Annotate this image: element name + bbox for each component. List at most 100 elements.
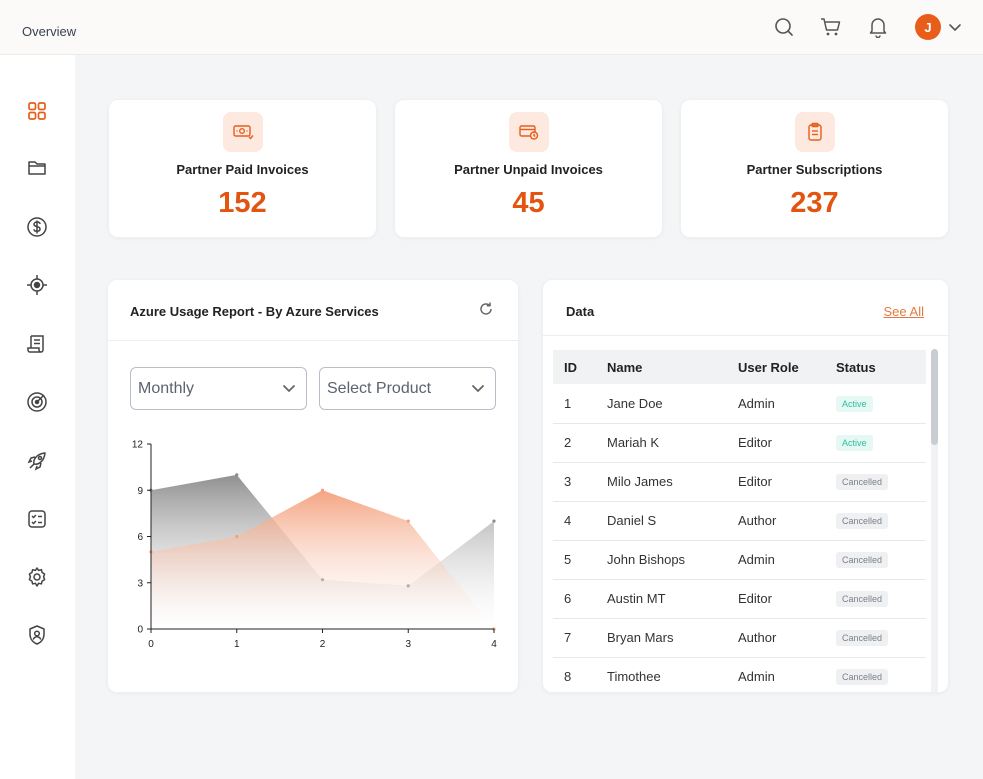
stat-value: 45 (512, 187, 545, 219)
chart-card-title: Azure Usage Report - By Azure Services (130, 304, 379, 319)
stat-card-paid-invoices[interactable]: Partner Paid Invoices 152 (108, 99, 377, 238)
series-2-area (151, 490, 494, 629)
cell-name: Daniel S (607, 501, 738, 541)
clipboard-icon (794, 112, 835, 152)
series-1-point (235, 473, 239, 477)
cell-status: Active (836, 423, 926, 463)
status-badge: Cancelled (836, 552, 889, 568)
stat-card-unpaid-invoices[interactable]: Partner Unpaid Invoices 45 (394, 99, 663, 238)
cell-user-role: Admin (738, 540, 836, 580)
cell-id: 5 (553, 540, 607, 580)
cell-status: Cancelled (836, 618, 926, 658)
chevron-down-icon[interactable] (947, 19, 963, 35)
cell-user-role: Editor (738, 423, 836, 463)
column-header-name[interactable]: Name (607, 350, 738, 384)
cell-user-role: Editor (738, 462, 836, 502)
cell-user-role: Admin (738, 384, 836, 424)
folder-icon[interactable] (25, 156, 49, 180)
table-row[interactable]: 7 Bryan Mars Author Cancelled (553, 618, 926, 658)
table-row[interactable]: 8 Timothee Admin Cancelled (553, 657, 926, 692)
target-icon[interactable] (25, 273, 49, 297)
cell-id: 6 (553, 579, 607, 619)
stat-label: Partner Unpaid Invoices (454, 162, 603, 177)
product-select-value: Select Product (327, 380, 432, 397)
stat-label: Partner Subscriptions (746, 162, 883, 177)
avatar[interactable]: J (915, 14, 941, 40)
cell-id: 7 (553, 618, 607, 658)
top-bar-actions: J (749, 14, 963, 40)
cell-name: Austin MT (607, 579, 738, 619)
table-row[interactable]: 4 Daniel S Author Cancelled (553, 501, 926, 541)
stat-label: Partner Paid Invoices (176, 162, 309, 177)
table-row[interactable]: 2 Mariah K Editor Active (553, 423, 926, 463)
chart-card-header: Azure Usage Report - By Azure Services (108, 280, 518, 341)
column-header-status[interactable]: Status (836, 350, 926, 384)
data-card-header: Data See All (543, 280, 948, 336)
series-2-point (406, 519, 410, 523)
azure-usage-card: Azure Usage Report - By Azure Services M… (107, 279, 519, 693)
gear-icon[interactable] (25, 565, 49, 589)
table-row[interactable]: 1 Jane Doe Admin Active (553, 384, 926, 424)
chevron-down-icon (472, 385, 484, 393)
scroll-icon[interactable] (25, 332, 49, 356)
rocket-icon[interactable] (25, 449, 49, 473)
status-badge: Cancelled (836, 669, 889, 685)
status-badge: Active (836, 395, 873, 412)
cell-status: Cancelled (836, 657, 926, 692)
status-badge: Active (836, 435, 873, 451)
product-select[interactable]: Select Product (319, 367, 496, 410)
cell-name: Jane Doe (607, 384, 738, 424)
cell-user-role: Author (738, 618, 836, 658)
x-tick-label: 0 (148, 639, 154, 650)
dashboard-icon[interactable] (25, 99, 49, 123)
cell-name: Milo James (607, 462, 738, 502)
y-tick-label: 3 (137, 578, 143, 589)
x-tick-label: 1 (234, 639, 240, 650)
status-badge: Cancelled (836, 630, 889, 646)
refresh-icon[interactable] (478, 301, 494, 317)
cell-status: Cancelled (836, 501, 926, 541)
cell-id: 1 (553, 384, 607, 424)
shield-user-icon[interactable] (25, 623, 49, 647)
dollar-icon[interactable] (25, 215, 49, 239)
data-card-title: Data (566, 304, 595, 319)
checklist-icon[interactable] (25, 507, 49, 531)
cart-icon[interactable] (819, 15, 843, 39)
stat-value: 152 (218, 187, 267, 219)
cell-status: Cancelled (836, 462, 926, 502)
chevron-down-icon (283, 385, 295, 393)
y-tick-label: 6 (137, 532, 143, 543)
stat-card-subscriptions[interactable]: Partner Subscriptions 237 (680, 99, 949, 238)
table-header-row: ID Name User Role Status (553, 350, 926, 384)
cell-id: 8 (553, 657, 607, 692)
x-tick-label: 2 (320, 639, 326, 650)
data-table: ID Name User Role Status 1 Jane Doe Admin A… (553, 350, 926, 692)
status-badge: Cancelled (836, 513, 889, 529)
page-title: Overview (22, 24, 77, 39)
table-row[interactable]: 6 Austin MT Editor Cancelled (553, 579, 926, 619)
cell-id: 4 (553, 501, 607, 541)
table-row[interactable]: 3 Milo James Editor Cancelled (553, 462, 926, 502)
y-tick-label: 0 (137, 625, 143, 636)
period-select[interactable]: Monthly (130, 367, 307, 410)
see-all-link[interactable]: See All (883, 304, 924, 319)
cell-user-role: Admin (738, 657, 836, 692)
cell-status: Cancelled (836, 579, 926, 619)
table-scrollbar[interactable] (931, 349, 938, 692)
cell-name: John Bishops (607, 540, 738, 580)
bell-icon[interactable] (866, 15, 890, 39)
cell-user-role: Author (738, 501, 836, 541)
search-icon[interactable] (772, 15, 796, 39)
table-row[interactable]: 5 John Bishops Admin Cancelled (553, 540, 926, 580)
scrollbar-thumb[interactable] (931, 349, 938, 445)
column-header-id[interactable]: ID (553, 350, 607, 384)
status-badge: Cancelled (836, 474, 889, 490)
cell-name: Timothee (607, 657, 738, 692)
column-header-user-role[interactable]: User Role (738, 350, 836, 384)
x-tick-label: 3 (405, 639, 411, 650)
card-pending-icon (508, 112, 549, 152)
period-select-value: Monthly (138, 380, 195, 397)
radar-icon[interactable] (25, 390, 49, 414)
